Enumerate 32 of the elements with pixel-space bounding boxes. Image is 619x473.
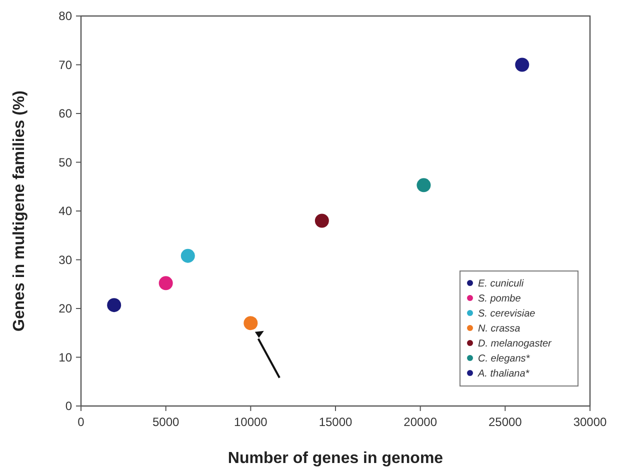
y-tick-label: 0 — [65, 399, 72, 413]
y-axis-title: Genes in multigene families (%) — [11, 90, 28, 332]
legend-label: E. cuniculi — [478, 278, 524, 290]
y-tick-label: 20 — [58, 302, 72, 316]
y-tick-label: 30 — [58, 252, 72, 267]
point — [107, 298, 122, 312]
y-tick-label: 40 — [58, 204, 72, 218]
y-tick-label: 50 — [58, 155, 72, 170]
x-tick-label: 10000 — [234, 415, 268, 429]
x-tick-label: 20000 — [404, 415, 438, 429]
x-tick-label: 15000 — [318, 415, 353, 429]
legend-label: C. elegans* — [478, 354, 531, 364]
point — [244, 316, 258, 330]
legend-label: A. thaliana* — [477, 368, 530, 380]
x-axis-title: Number of genes in genome — [228, 450, 444, 467]
legend-label: S. cerevisiae — [478, 308, 536, 320]
point — [314, 214, 329, 228]
x-tick-label: 0 — [78, 415, 85, 429]
y-tick-label: 70 — [58, 58, 72, 72]
point — [515, 58, 530, 72]
x-tick-label: 30000 — [573, 415, 608, 429]
legend-label: D. melanogaster — [478, 338, 552, 350]
y-tick-label: 10 — [58, 350, 72, 364]
point — [416, 178, 431, 192]
point — [158, 276, 173, 290]
legend-label: N. crassa — [478, 324, 521, 334]
point — [180, 248, 195, 263]
x-tick-label: 25000 — [488, 415, 522, 429]
x-tick-label: 5000 — [152, 415, 180, 429]
y-tick-label: 60 — [58, 106, 72, 120]
y-tick-label: 80 — [58, 9, 72, 23]
legend-label: S. pombe — [478, 294, 522, 304]
